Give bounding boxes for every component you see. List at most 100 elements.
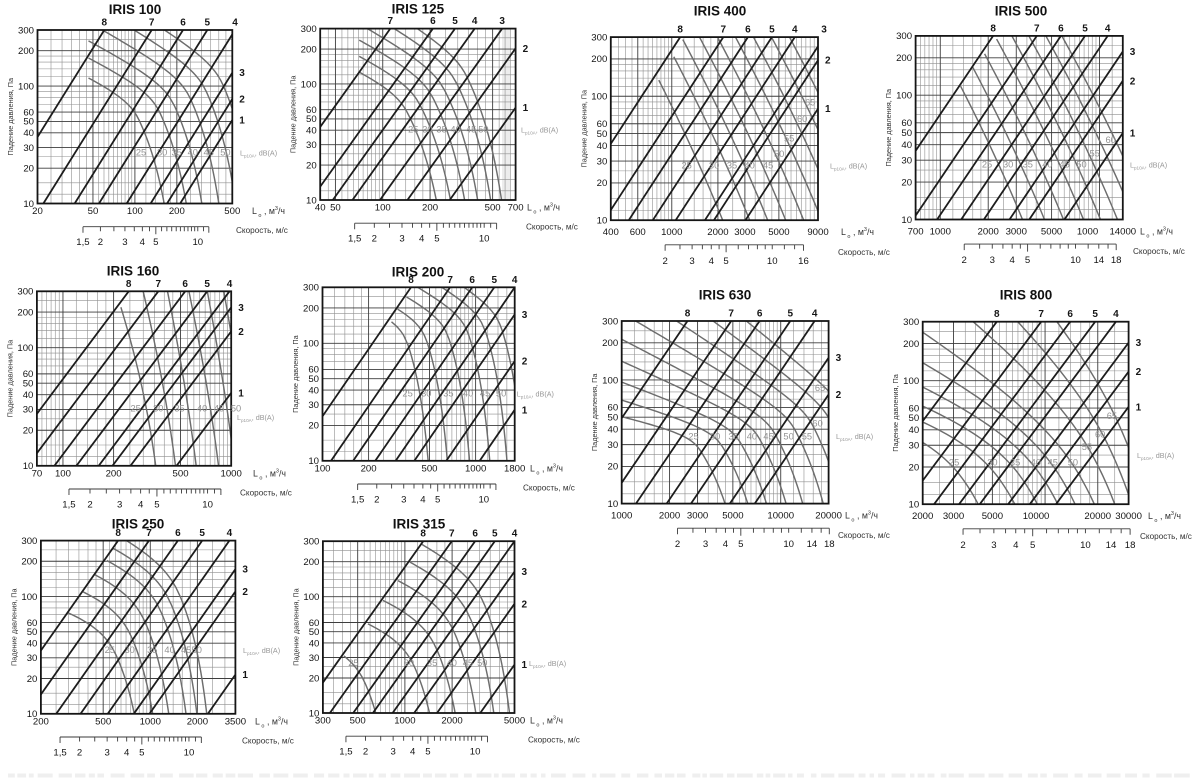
svg-text:200: 200 — [422, 203, 438, 214]
svg-text:10: 10 — [27, 709, 38, 720]
svg-text:14000: 14000 — [1109, 226, 1136, 237]
svg-text:IRIS 500: IRIS 500 — [995, 4, 1048, 19]
svg-text:4: 4 — [1113, 309, 1119, 320]
svg-text:2: 2 — [522, 357, 528, 368]
svg-text:3: 3 — [239, 68, 245, 79]
svg-text:7: 7 — [149, 18, 155, 29]
svg-text:100: 100 — [21, 592, 37, 603]
svg-text:200: 200 — [301, 44, 317, 55]
svg-text:30: 30 — [23, 405, 34, 416]
svg-text:1: 1 — [522, 405, 528, 416]
svg-text:10: 10 — [597, 216, 608, 227]
svg-text:50: 50 — [608, 412, 619, 423]
svg-text:50: 50 — [330, 203, 341, 214]
svg-text:5: 5 — [153, 237, 158, 248]
svg-text:Скорость, м/с: Скорость, м/с — [1133, 247, 1185, 256]
svg-text:Скорость, м/с: Скорость, м/с — [526, 223, 578, 232]
svg-text:14: 14 — [807, 539, 818, 550]
svg-text:50: 50 — [192, 645, 202, 655]
svg-text:7: 7 — [156, 279, 162, 290]
svg-text:200: 200 — [896, 53, 912, 64]
svg-text:40: 40 — [597, 141, 608, 152]
svg-text:2000: 2000 — [187, 716, 208, 727]
svg-text:Скорость, м/с: Скорость, м/с — [240, 489, 292, 498]
svg-text:6: 6 — [182, 279, 188, 290]
svg-text:5: 5 — [1092, 309, 1098, 320]
svg-text:1000: 1000 — [221, 468, 242, 479]
svg-text:Падение давления, Па: Падение давления, Па — [291, 587, 300, 666]
svg-text:Скорость, м/с: Скорость, м/с — [838, 531, 890, 540]
svg-text:10: 10 — [1080, 540, 1091, 551]
svg-text:600: 600 — [630, 227, 646, 238]
svg-text:30: 30 — [404, 658, 414, 668]
svg-text:2: 2 — [238, 327, 244, 338]
svg-text:40: 40 — [1031, 458, 1041, 468]
svg-text:30: 30 — [710, 431, 720, 441]
svg-text:45: 45 — [1059, 160, 1069, 170]
svg-text:60: 60 — [27, 618, 38, 629]
svg-text:1000: 1000 — [611, 510, 632, 521]
svg-text:3: 3 — [122, 237, 127, 248]
svg-text:60: 60 — [901, 118, 912, 129]
svg-text:100: 100 — [17, 343, 33, 354]
svg-text:300: 300 — [17, 287, 33, 298]
svg-text:IRIS 160: IRIS 160 — [107, 264, 160, 279]
svg-text:100: 100 — [303, 592, 319, 603]
svg-text:1,5: 1,5 — [351, 495, 364, 506]
svg-text:100: 100 — [896, 91, 912, 102]
svg-text:14: 14 — [1093, 255, 1104, 266]
svg-text:5: 5 — [1082, 23, 1088, 34]
svg-text:35: 35 — [427, 658, 437, 668]
svg-text:IRIS 200: IRIS 200 — [392, 265, 445, 280]
svg-text:40: 40 — [463, 389, 473, 399]
svg-text:Lp10A, dB(A): Lp10A, dB(A) — [243, 646, 280, 656]
svg-text:55: 55 — [1082, 442, 1092, 452]
svg-text:4: 4 — [140, 237, 146, 248]
svg-text:25: 25 — [682, 161, 692, 171]
svg-text:3: 3 — [238, 303, 244, 314]
svg-text:300: 300 — [18, 25, 34, 36]
svg-text:60: 60 — [306, 105, 317, 116]
svg-text:50: 50 — [220, 148, 230, 158]
svg-text:300: 300 — [21, 536, 37, 547]
svg-text:100: 100 — [55, 468, 71, 479]
svg-text:200: 200 — [21, 557, 37, 568]
svg-text:Падение давления, Па: Падение давления, Па — [291, 334, 300, 413]
svg-text:50: 50 — [774, 149, 784, 159]
svg-text:10: 10 — [192, 237, 203, 248]
svg-text:18: 18 — [1125, 540, 1136, 551]
svg-text:20: 20 — [608, 462, 619, 473]
svg-text:2: 2 — [960, 540, 965, 551]
svg-text:25: 25 — [408, 125, 418, 135]
svg-text:2: 2 — [87, 500, 92, 511]
svg-text:8: 8 — [994, 309, 1000, 320]
svg-text:2: 2 — [836, 390, 842, 401]
svg-text:Скорость, м/с: Скорость, м/с — [838, 248, 890, 257]
svg-text:IRIS 400: IRIS 400 — [694, 4, 747, 19]
svg-text:2000: 2000 — [659, 510, 680, 521]
svg-text:45: 45 — [214, 404, 224, 414]
svg-text:4: 4 — [512, 529, 518, 540]
svg-text:200: 200 — [106, 468, 122, 479]
svg-text:3000: 3000 — [943, 511, 964, 522]
svg-text:20: 20 — [27, 674, 38, 685]
svg-text:3: 3 — [821, 25, 827, 36]
svg-text:1: 1 — [242, 670, 248, 681]
svg-text:20000: 20000 — [815, 510, 842, 521]
svg-text:3: 3 — [689, 256, 694, 267]
svg-text:2: 2 — [523, 44, 529, 55]
svg-text:60: 60 — [1106, 135, 1116, 145]
svg-text:10000: 10000 — [1023, 511, 1050, 522]
svg-text:2: 2 — [372, 234, 377, 245]
svg-text:2: 2 — [1130, 76, 1136, 87]
svg-text:1: 1 — [825, 104, 831, 115]
svg-text:200: 200 — [303, 557, 319, 568]
svg-text:4: 4 — [420, 495, 426, 506]
svg-text:55: 55 — [1090, 148, 1100, 158]
svg-text:25: 25 — [688, 431, 698, 441]
svg-text:50: 50 — [901, 128, 912, 139]
svg-text:IRIS 100: IRIS 100 — [109, 2, 162, 17]
svg-text:2: 2 — [825, 56, 831, 67]
svg-text:35: 35 — [1023, 160, 1033, 170]
svg-text:60: 60 — [608, 403, 619, 414]
